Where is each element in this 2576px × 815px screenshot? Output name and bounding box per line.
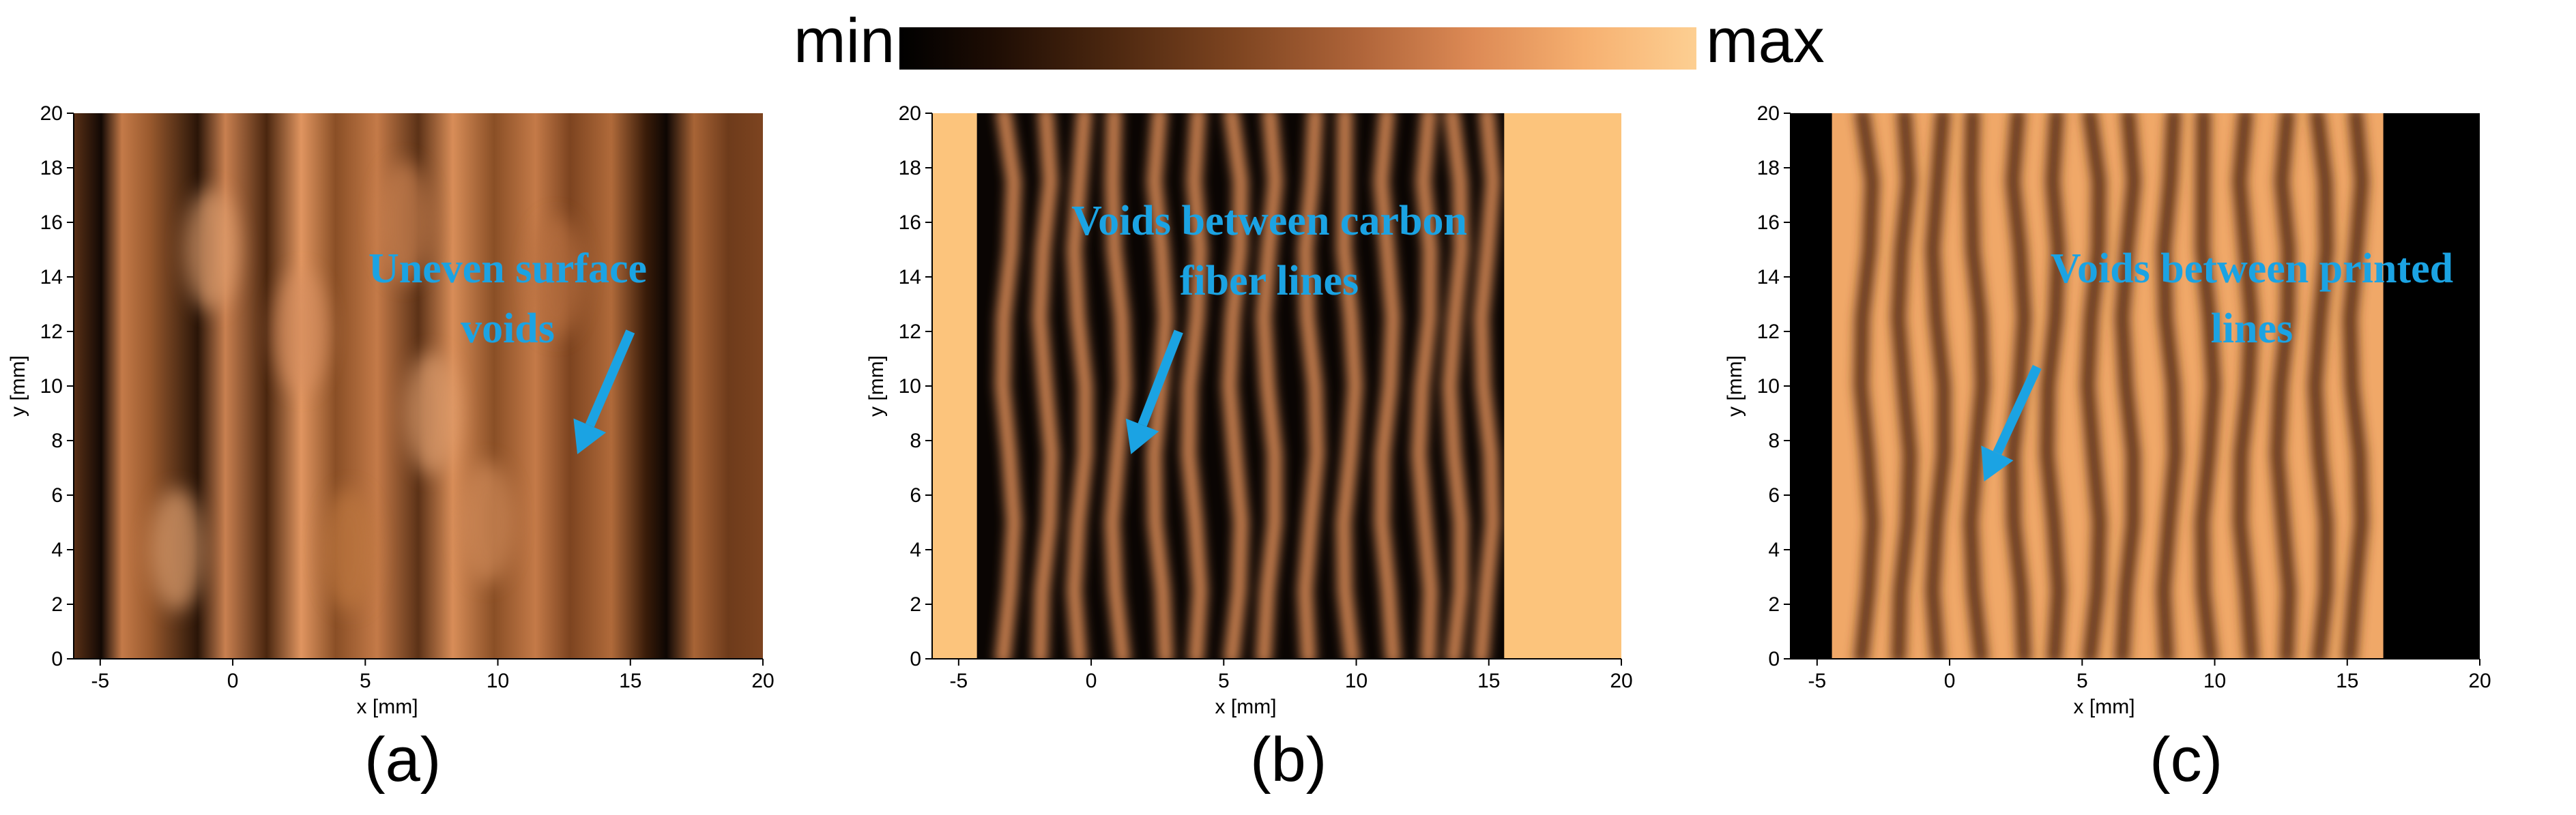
heatmap-b <box>932 113 1621 659</box>
colorbar-max-label: max <box>1706 6 1825 76</box>
y-axis-label-b: y [mm] <box>865 355 888 417</box>
y-tick-label-c-7: 14 <box>1757 266 1780 288</box>
y-tick-label-a-10: 20 <box>40 102 63 125</box>
panel-b: -5 0 5 10 15 20 0 2 4 6 8 10 12 14 16 18 20 x [mm] y [mm] … <box>858 0 1717 815</box>
y-tick-label-c-2: 4 <box>1768 539 1780 561</box>
panel-a: -5 0 5 10 15 20 0 2 4 6 8 10 12 14 16 18 20 x [mm] y [mm] … <box>0 0 858 815</box>
y-tick-label-a-7: 14 <box>40 266 63 288</box>
annotation-arrow-a <box>573 329 635 454</box>
y-tick-label-b-4: 8 <box>910 430 921 452</box>
y-tick-label-a-4: 8 <box>51 430 63 452</box>
annotation-b-line1: Voids between carbon <box>1071 198 1467 244</box>
y-tick-label-b-8: 16 <box>899 211 921 234</box>
y-tick-label-c-0: 0 <box>1768 648 1780 670</box>
annotation-c: Voids between printed lines <box>1999 239 2504 359</box>
axes-b: -5 0 5 10 15 20 0 2 4 6 8 10 12 14 16 18 20 x [mm] y [mm] <box>865 102 1633 718</box>
y-tick-label-c-5: 10 <box>1757 375 1780 398</box>
axes-a: -5 0 5 10 15 20 0 2 4 6 8 10 12 14 16 18 20 x [mm] y [mm] <box>7 102 775 718</box>
x-tick-label-c-3: 10 <box>2203 670 2226 692</box>
x-tick-label-a-0: -5 <box>91 670 110 692</box>
annotation-a-line2: voids <box>461 306 555 352</box>
x-axis-label-a: x [mm] <box>357 696 418 718</box>
y-tick-label-a-9: 18 <box>40 157 63 179</box>
y-axis-label-c: y [mm] <box>1724 355 1746 417</box>
y-tick-label-b-0: 0 <box>910 648 921 670</box>
y-tick-label-b-1: 2 <box>910 593 921 616</box>
y-tick-label-a-8: 16 <box>40 211 63 234</box>
x-tick-label-a-3: 10 <box>487 670 509 692</box>
chart-c: -5 0 5 10 15 20 0 2 4 6 8 10 12 14 16 18 20 x [mm] y [mm] <box>1724 102 2491 718</box>
panel-label-b: (b) <box>1250 725 1327 795</box>
x-tick-label-b-2: 5 <box>1218 670 1230 692</box>
colorbar <box>899 27 1696 70</box>
x-tick-label-c-1: 0 <box>1944 670 1956 692</box>
annotation-arrow-c <box>1981 365 2042 481</box>
y-tick-label-a-1: 2 <box>51 593 63 616</box>
annotation-arrow-b <box>1125 329 1183 454</box>
y-tick-label-b-3: 6 <box>910 484 921 507</box>
y-tick-label-c-4: 8 <box>1768 430 1780 452</box>
y-tick-label-c-3: 6 <box>1768 484 1780 507</box>
y-tick-label-c-10: 20 <box>1757 102 1780 125</box>
y-tick-label-b-7: 14 <box>899 266 921 288</box>
y-tick-label-a-5: 10 <box>40 375 63 398</box>
colorbar-min-label: min <box>794 6 895 76</box>
x-tick-label-b-0: -5 <box>950 670 968 692</box>
heatmap-a <box>74 113 763 659</box>
y-tick-label-b-6: 12 <box>899 321 921 343</box>
chart-a: -5 0 5 10 15 20 0 2 4 6 8 10 12 14 16 18 20 x [mm] y [mm] <box>7 102 775 718</box>
y-tick-label-b-5: 10 <box>899 375 921 398</box>
x-tick-label-b-1: 0 <box>1086 670 1097 692</box>
y-tick-label-c-9: 18 <box>1757 157 1780 179</box>
annotation-a: Uneven surface voids <box>296 239 719 359</box>
x-tick-label-a-1: 0 <box>227 670 239 692</box>
y-tick-label-a-3: 6 <box>51 484 63 507</box>
x-tick-label-b-5: 20 <box>1610 670 1632 692</box>
y-axis-label-a: y [mm] <box>7 355 29 417</box>
y-tick-label-b-9: 18 <box>899 157 921 179</box>
panel-label-c: (c) <box>2150 725 2223 795</box>
y-tick-label-c-6: 12 <box>1757 321 1780 343</box>
annotation-b-line2: fiber lines <box>1179 258 1359 304</box>
y-tick-label-b-2: 4 <box>910 539 921 561</box>
x-tick-label-b-3: 10 <box>1345 670 1367 692</box>
x-tick-label-c-2: 5 <box>2076 670 2088 692</box>
y-tick-label-a-6: 12 <box>40 321 63 343</box>
axes-c: -5 0 5 10 15 20 0 2 4 6 8 10 12 14 16 18 20 x [mm] y [mm] <box>1724 102 2491 718</box>
heatmap-c <box>1791 113 2480 659</box>
annotation-a-line1: Uneven surface <box>368 246 648 292</box>
y-tick-label-c-1: 2 <box>1768 593 1780 616</box>
x-tick-label-b-4: 15 <box>1477 670 1500 692</box>
panel-c: -5 0 5 10 15 20 0 2 4 6 8 10 12 14 16 18 20 x [mm] y [mm] … <box>1717 0 2575 815</box>
x-tick-label-a-2: 5 <box>360 670 371 692</box>
x-axis-label-c: x [mm] <box>2074 696 2135 718</box>
x-tick-label-c-4: 15 <box>2336 670 2358 692</box>
x-tick-label-a-4: 15 <box>619 670 641 692</box>
annotation-c-line2: lines <box>2210 306 2293 352</box>
annotation-c-line1: Voids between printed <box>2050 246 2454 292</box>
x-tick-label-c-0: -5 <box>1808 670 1827 692</box>
y-tick-label-a-0: 0 <box>51 648 63 670</box>
x-tick-label-c-5: 20 <box>2468 670 2491 692</box>
y-tick-label-c-8: 16 <box>1757 211 1780 234</box>
y-tick-label-b-10: 20 <box>899 102 921 125</box>
panel-label-a: (a) <box>364 725 442 795</box>
x-axis-label-b: x [mm] <box>1215 696 1277 718</box>
annotation-b: Voids between carbon fiber lines <box>1030 191 1508 311</box>
x-tick-label-a-5: 20 <box>751 670 774 692</box>
chart-b: -5 0 5 10 15 20 0 2 4 6 8 10 12 14 16 18 20 x [mm] y [mm] <box>865 102 1633 718</box>
y-tick-label-a-2: 4 <box>51 539 63 561</box>
